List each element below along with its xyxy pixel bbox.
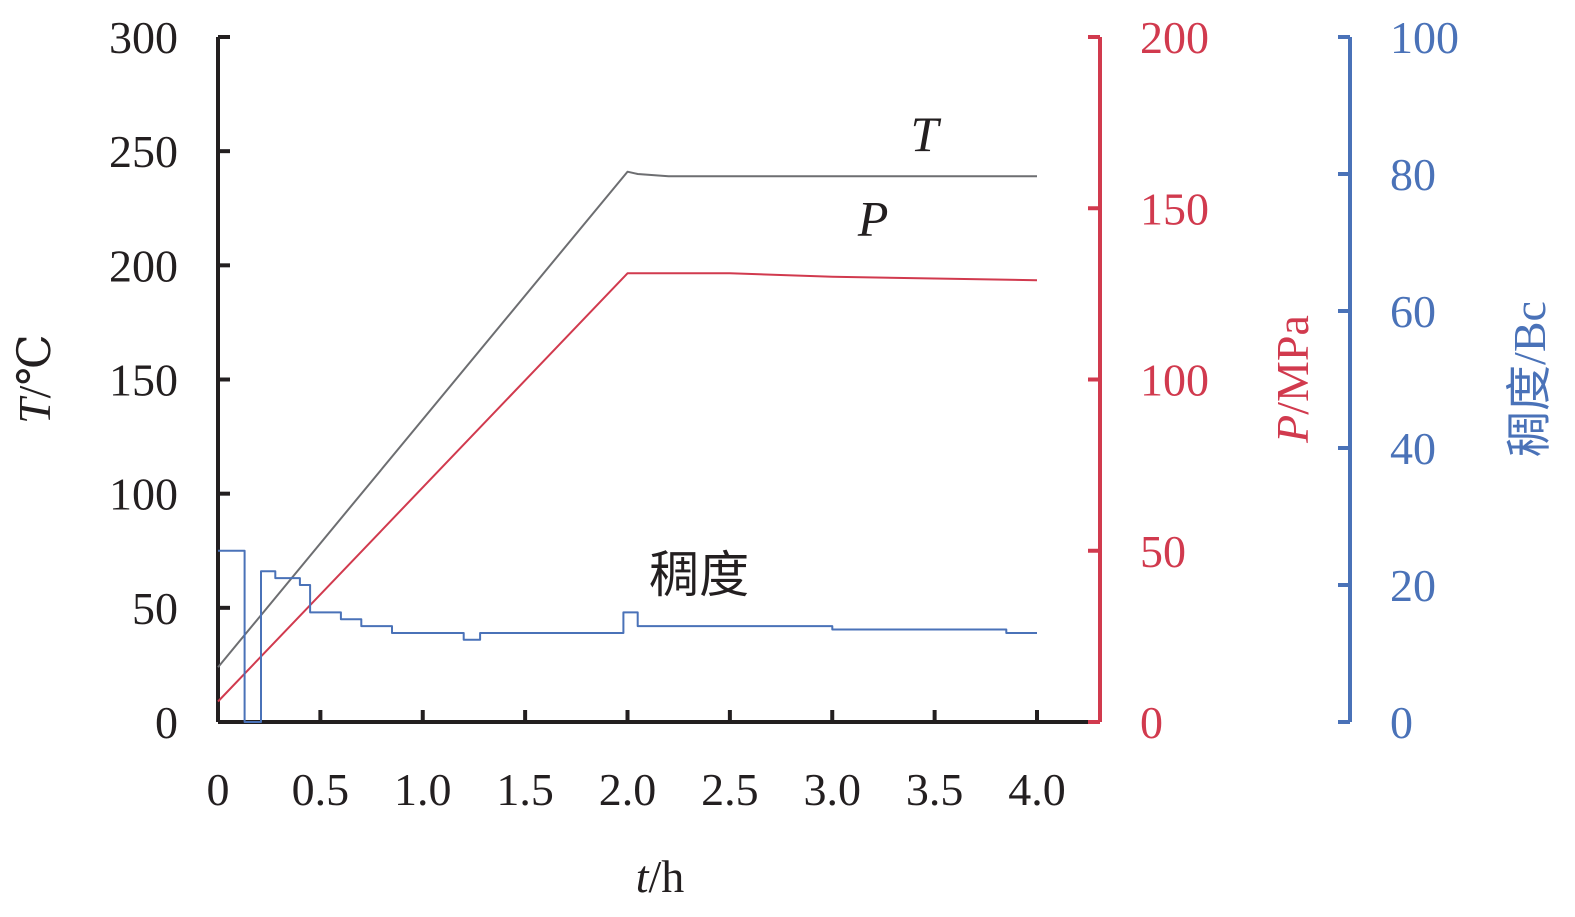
t-axis-title-unit: /℃ (9, 334, 60, 398)
x-tick-label: 1.0 (394, 764, 452, 815)
series-label-p: P (857, 191, 889, 247)
t-axis-title-var: T (9, 395, 60, 424)
p-axis-title-var: P (1267, 415, 1318, 444)
p-tick-label: 200 (1140, 12, 1209, 63)
p-tick-label: 50 (1140, 526, 1186, 577)
labels-layer: TP 稠度 (649, 106, 941, 603)
t-tick-label: 100 (109, 469, 178, 520)
t-tick-label: 200 (109, 240, 178, 291)
c-tick-label: 20 (1390, 560, 1436, 611)
p-axis-title: P/MPa (1267, 315, 1318, 444)
x-axis-title-var: t (636, 851, 650, 902)
t-axis-title: T/℃ (9, 334, 60, 424)
c-axis-title-unit: 稠度/Bc (1504, 301, 1555, 457)
x-tick-label: 0.5 (292, 764, 350, 815)
x-axis-title-unit: /h (649, 851, 685, 902)
c-tick-label: 60 (1390, 286, 1436, 337)
p-tick-label: 100 (1140, 355, 1209, 406)
t-tick-label: 250 (109, 126, 178, 177)
c-axis-title: 稠度/Bc (1504, 301, 1555, 457)
x-tick-label: 3.0 (804, 764, 862, 815)
t-tick-label: 0 (155, 697, 178, 748)
x-tick-label: 0 (207, 764, 230, 815)
x-tick-label: 2.0 (599, 764, 657, 815)
x-tick-label: 2.5 (701, 764, 759, 815)
series-layer (217, 170, 1038, 723)
p-tick-label: 150 (1140, 183, 1209, 234)
c-tick-label: 80 (1390, 149, 1436, 200)
x-tick-label: 1.5 (496, 764, 554, 815)
grid-and-axes: 0 0.5 1.0 1.5 2.0 2.5 3.0 3.5 4.0t/h050100150200… (9, 12, 1555, 902)
x-axis-title: t/h (636, 851, 685, 902)
t-tick-label: 300 (109, 12, 178, 63)
c-tick-label: 100 (1390, 12, 1459, 63)
c-tick-label: 0 (1390, 697, 1413, 748)
series-line-consistency (218, 549, 1037, 723)
c-tick-label: 40 (1390, 423, 1436, 474)
series-line-p (217, 272, 1038, 703)
series-label-t: T (910, 106, 941, 162)
p-tick-label: 0 (1140, 697, 1163, 748)
x-tick-label: 4.0 (1008, 764, 1066, 815)
t-tick-label: 150 (109, 355, 178, 406)
t-tick-label: 50 (132, 583, 178, 634)
x-tick-label: 3.5 (906, 764, 964, 815)
series-line-t (217, 170, 1037, 668)
series-label-consistency: 稠度 (649, 547, 749, 603)
p-axis-title-unit: /MPa (1267, 315, 1318, 415)
